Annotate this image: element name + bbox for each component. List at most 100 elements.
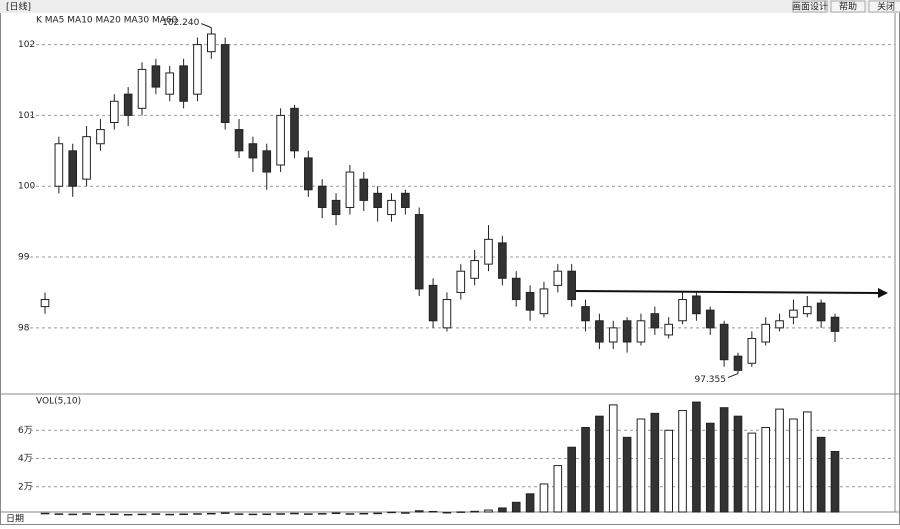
arrow-head [878,288,888,298]
volume-bar [359,512,369,515]
volume-bar [650,412,660,513]
volume-bar [345,513,355,515]
candle-body [775,320,784,329]
candle-body [304,157,313,191]
volume-bar [331,512,341,515]
volume-bar [692,401,701,513]
candle-body [719,323,729,361]
top-bar [0,0,900,13]
volume-bar [276,513,285,515]
volume-bar [220,512,230,514]
volume-bar [789,418,798,513]
volume-bar [317,513,327,515]
annotation-leader [727,373,739,378]
footer: 日期 [6,514,24,525]
y-tick-label: 102 [18,40,35,50]
y-tick-label: 98 [18,323,30,333]
volume-bar [414,510,424,513]
volume-legend: VOL(5,10) [36,397,81,407]
candle-body [802,306,812,315]
candle-body [401,192,410,208]
volume-bar [470,510,479,513]
candle-body [137,68,147,109]
volume-bar [719,407,729,513]
candle-body [581,306,590,322]
button[interactable] [792,0,828,13]
volume-bar [54,513,64,515]
volume-bar [262,513,272,516]
volume-bar [830,450,840,513]
candle-body [109,100,119,124]
volume-bar [775,408,784,513]
button-label[interactable]: 关闭 [877,1,895,13]
chart-title: [日线] [6,1,31,13]
volume-bar [40,512,50,515]
volume-bar [165,513,175,516]
candle-body [636,320,646,343]
candle-body [165,72,175,95]
candle-body [193,44,202,95]
candle-body [470,260,479,279]
trend-arrow [571,290,881,294]
volume-bar [664,429,673,513]
button[interactable] [830,0,866,13]
volume-bar [705,422,715,513]
volume-bar [802,411,812,513]
candle-body [96,129,105,145]
candle-body [733,355,743,371]
volume-bar [401,512,410,514]
candle-body [179,65,188,102]
volume-bar [511,501,521,513]
y-tick-label: 100 [18,182,35,192]
candle-body [82,136,91,180]
volume-bar [193,513,202,515]
volume-bar [567,446,576,513]
volume-bar [207,512,216,515]
candle-body [789,309,798,318]
volume-bar [442,511,452,514]
volume-bar [248,513,258,516]
candle-body [428,284,438,322]
candle-body [678,299,687,322]
volume-tick-label: 4万 [18,454,33,464]
volume-bar [428,510,438,513]
candle-body [498,242,507,279]
annotation: 97.355 [694,375,726,385]
candle-body [567,270,576,301]
candle-body [276,114,285,166]
button-label[interactable]: 画面设计 [792,1,828,13]
button-label[interactable]: 帮助 [839,1,857,13]
candle-body [816,302,826,322]
volume-bar [234,513,244,515]
volume-bar [387,511,396,514]
candle-body [442,299,452,329]
y-tick-label: 101 [18,111,35,121]
candle-body [761,323,771,343]
candle-body [747,337,757,364]
candle-body [359,178,369,201]
candle-body [40,299,50,308]
volume-bar [151,513,161,515]
volume-bar [761,426,771,513]
volume-bar [539,483,549,513]
legend-text: K MA5 MA10 MA20 MA30 MA60 [36,16,178,26]
candle-body [373,192,382,208]
candle-body [484,238,493,265]
candle-body [664,323,673,336]
volume-bar [484,509,493,513]
candle-body [151,65,161,88]
volume-bar [816,436,826,513]
candle-body [692,295,701,315]
candle-body [650,313,660,329]
volume-bar [525,493,535,513]
button[interactable] [868,0,900,13]
volume-bar [137,513,147,516]
volume-bar [373,512,382,515]
candle-body [595,320,604,343]
candle-body [622,320,632,343]
volume-bar [96,513,105,516]
volume-bar [290,512,299,515]
candle-body [456,270,466,293]
volume-bar [109,513,119,516]
